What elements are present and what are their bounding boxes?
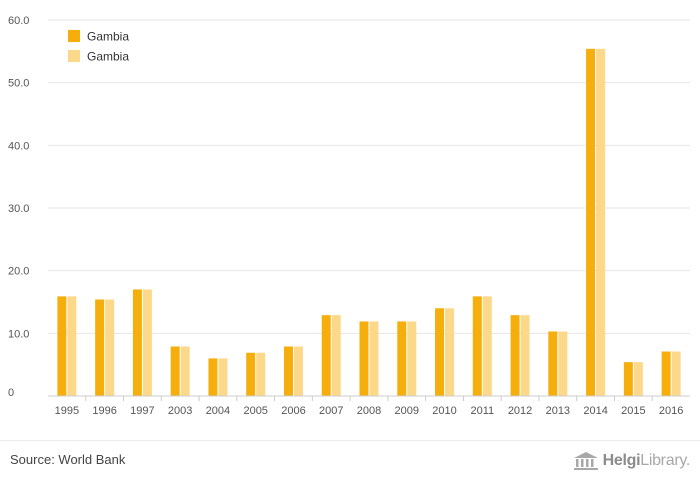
x-tick-label: 2015	[621, 405, 645, 417]
bar-2-2014	[596, 48, 606, 397]
legend-swatch	[68, 30, 80, 42]
x-tick-label: 2007	[319, 405, 343, 417]
x-tick-label: 2008	[357, 405, 381, 417]
footer: Source: World Bank HelgiLibrary.	[0, 440, 700, 483]
bar-1-2014	[586, 48, 596, 397]
x-axis: 1995 1996 1997 2003 2004 2005 2006 2007 2008 2009…	[48, 395, 690, 417]
bar-1-1996	[95, 299, 105, 396]
bar-2-1996	[105, 299, 115, 396]
bar-1-2010	[435, 308, 445, 396]
bars	[57, 48, 681, 397]
y-axis-ticks: 0 10.0 20.0 30.0 40.0 50.0 60.0	[8, 15, 29, 399]
bar-1-2003	[170, 346, 180, 396]
legend-label: Gambia	[87, 50, 129, 64]
legend: Gambia Gambia	[68, 30, 129, 64]
bar-1-2007	[321, 315, 331, 396]
bar-1-2016	[661, 351, 671, 396]
x-tick-label: 2010	[432, 405, 456, 417]
bar-2-2008	[369, 321, 379, 396]
legend-label: Gambia	[87, 30, 129, 44]
legend-swatch	[68, 50, 80, 62]
bar-1-1997	[132, 289, 142, 396]
bar-1-2004	[208, 358, 218, 396]
x-tick-label: 1995	[55, 405, 79, 417]
bar-1-1995	[57, 296, 67, 396]
bar-2-2006	[293, 346, 303, 396]
y-tick-label: 10.0	[8, 328, 29, 340]
x-tick-label: 1996	[92, 405, 116, 417]
bar-2-2016	[671, 351, 681, 396]
bar-chart: 0 10.0 20.0 30.0 40.0 50.0 60.0 1995 1996 1997 20…	[8, 15, 690, 417]
bar-2-2007	[331, 315, 341, 396]
bar-2-2013	[558, 331, 568, 396]
bar-2-2012	[520, 315, 530, 396]
y-tick-label: 40.0	[8, 140, 29, 152]
bar-1-2005	[246, 352, 256, 396]
x-tick-label: 1997	[130, 405, 154, 417]
bar-2-2015	[633, 362, 643, 396]
y-tick-label: 20.0	[8, 266, 29, 278]
grid-lines	[48, 19, 690, 334]
x-tick-label: 2016	[659, 405, 683, 417]
bar-2-2005	[256, 352, 266, 396]
bar-2-2009	[407, 321, 417, 396]
bar-1-2008	[359, 321, 369, 396]
source-note: Source: World Bank	[10, 452, 126, 467]
x-tick-label: 2012	[508, 405, 532, 417]
y-tick-label: 0	[8, 387, 14, 399]
brand-bold: Helgi	[602, 452, 641, 469]
bar-1-2013	[548, 331, 558, 396]
brand-rest: Library.	[640, 452, 690, 469]
bar-2-2010	[445, 308, 455, 396]
x-tick-label: 2009	[395, 405, 419, 417]
x-tick-label: 2011	[470, 405, 494, 417]
bar-1-2015	[623, 362, 633, 396]
bar-2-2004	[218, 358, 228, 396]
bar-2-1997	[142, 289, 152, 396]
bar-2-2011	[482, 296, 492, 396]
x-tick-label: 2006	[281, 405, 305, 417]
bar-1-2012	[510, 315, 520, 396]
bar-2-2003	[180, 346, 190, 396]
x-tick-label: 2004	[206, 405, 230, 417]
y-tick-label: 60.0	[8, 15, 29, 27]
x-tick-label: 2013	[546, 405, 570, 417]
bar-1-2011	[472, 296, 482, 396]
x-tick-label: 2014	[583, 405, 607, 417]
bar-1-2009	[397, 321, 407, 396]
x-tick-label: 2005	[243, 405, 267, 417]
y-tick-label: 30.0	[8, 203, 29, 215]
x-tick-label: 2003	[168, 405, 192, 417]
library-building-icon	[573, 452, 598, 470]
helgi-library-logo[interactable]: HelgiLibrary.	[573, 450, 690, 472]
y-tick-label: 50.0	[8, 78, 29, 90]
bar-2-1995	[67, 296, 77, 396]
bar-1-2006	[283, 346, 293, 396]
